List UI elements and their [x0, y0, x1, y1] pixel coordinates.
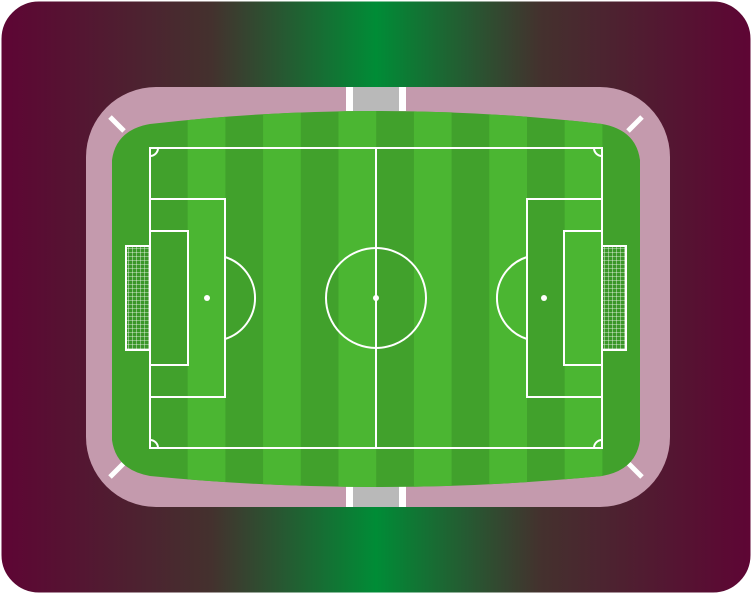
grass-stripe [413, 111, 452, 487]
center-circle [325, 247, 427, 349]
grass-stripes [187, 111, 603, 487]
goal-net-right-icon [601, 245, 627, 351]
right-penalty-spot [541, 295, 547, 301]
tunnel-entrance-top [346, 87, 406, 111]
center-spot [373, 295, 379, 301]
grass-stripe [489, 111, 527, 487]
corner-arc-bottom-left [149, 439, 159, 449]
pitch-spots [204, 295, 547, 301]
grass-stripe [263, 111, 301, 487]
corner-arc-bottom-right [593, 439, 603, 449]
left-penalty-spot [204, 295, 210, 301]
track-corner-markers [108, 115, 644, 479]
goal-net-left-icon [125, 245, 151, 351]
grass-stripe [564, 111, 603, 487]
left-penalty-arc [224, 256, 257, 340]
right-penalty-arc [495, 256, 528, 340]
corner-arc-top-right [593, 147, 603, 157]
grass-stripe [338, 111, 377, 487]
corner-arc-top-left [149, 147, 159, 157]
